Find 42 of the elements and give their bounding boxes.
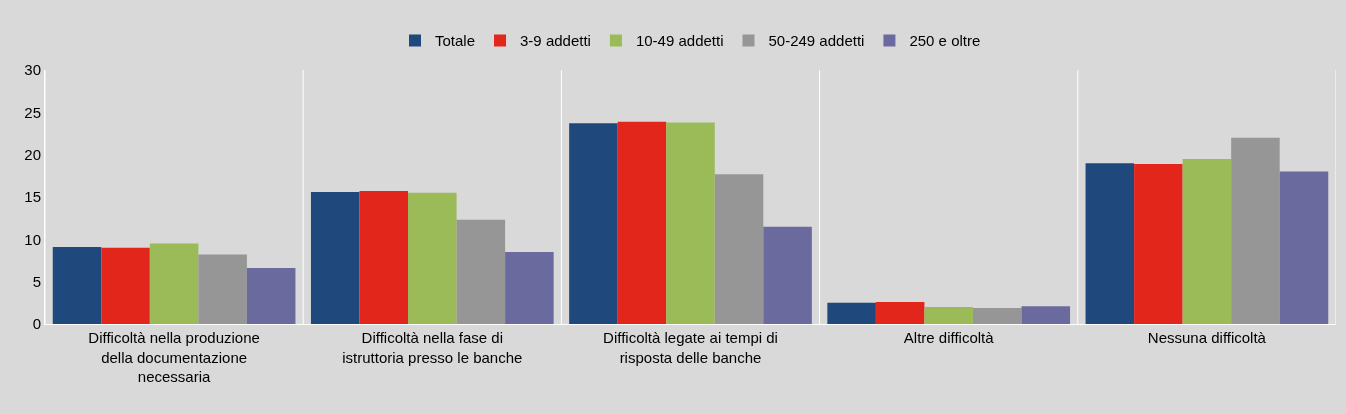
legend-label: 250 e oltre (909, 32, 981, 50)
y-tick-label: 20 (24, 145, 41, 163)
bar (359, 191, 409, 324)
y-tick-label: 15 (24, 188, 41, 206)
bar (763, 226, 812, 324)
x-tick-label: Difficoltà legate ai tempi di risposta delle banche (603, 329, 778, 366)
bar (310, 191, 360, 324)
y-tick-label: 0 (32, 315, 41, 333)
bar (1134, 163, 1183, 324)
x-tick-label: Difficoltà nella produzione della documentazione necessaria (88, 329, 260, 385)
x-tick-label: Altre difficoltà (903, 329, 995, 346)
bar (1231, 137, 1280, 324)
bar (198, 254, 247, 324)
y-tick-label: 10 (24, 230, 41, 248)
bar (924, 307, 973, 324)
legend-label: Totale (435, 32, 476, 50)
legend-label: 10-49 addetti (635, 32, 724, 50)
bar (408, 192, 457, 324)
bar (1279, 171, 1329, 324)
bar (1021, 306, 1071, 324)
y-tick-label: 5 (32, 272, 41, 290)
bar (666, 122, 715, 324)
bar (714, 174, 764, 324)
bar (149, 243, 199, 324)
y-tick-label: 30 (24, 61, 41, 79)
bar (456, 219, 506, 324)
legend-label: 3-9 addetti (520, 32, 591, 50)
bar (52, 246, 102, 324)
legend-label: 50-249 addetti (768, 32, 865, 50)
bar (569, 123, 618, 324)
bar (1085, 163, 1135, 324)
bar (972, 307, 1022, 324)
bar (1182, 158, 1232, 324)
bar (827, 302, 876, 324)
bar (101, 247, 150, 324)
bar (617, 121, 667, 324)
x-tick-label: Difficoltà nella fase di istruttoria presso le banche (342, 329, 523, 366)
bar (246, 268, 296, 324)
bar (505, 252, 554, 324)
bar (875, 301, 925, 324)
x-tick-label: Nessuna difficoltà (1147, 329, 1267, 346)
y-tick-label: 25 (24, 103, 41, 121)
